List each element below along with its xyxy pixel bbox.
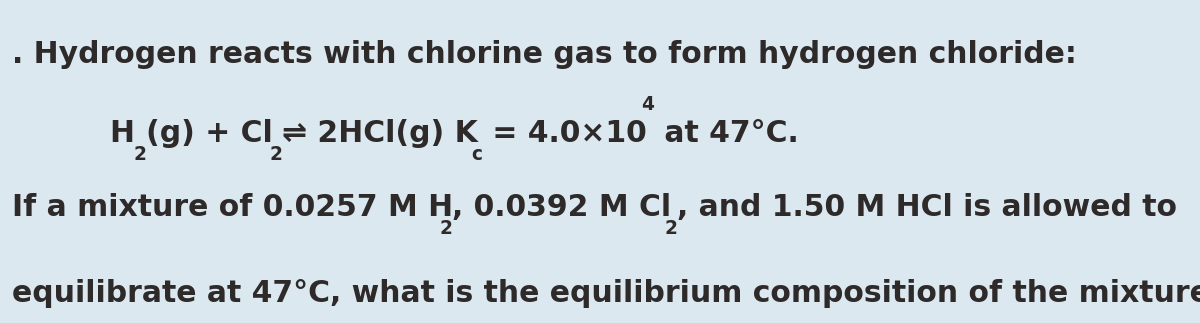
Text: c: c (472, 145, 482, 164)
Text: 2: 2 (665, 219, 677, 237)
Text: . Hydrogen reacts with chlorine gas to form hydrogen chloride:: . Hydrogen reacts with chlorine gas to f… (12, 40, 1078, 69)
Text: ⇌ 2HCl(g) K: ⇌ 2HCl(g) K (282, 119, 478, 148)
Text: If a mixture of 0.0257 M H: If a mixture of 0.0257 M H (12, 193, 454, 222)
Text: 2: 2 (439, 219, 452, 237)
Text: (g) + Cl: (g) + Cl (146, 119, 274, 148)
Text: at 47°C.: at 47°C. (654, 119, 798, 148)
Text: 2: 2 (134, 145, 146, 164)
Text: 2: 2 (269, 145, 282, 164)
Text: H: H (109, 119, 134, 148)
Text: , 0.0392 M Cl: , 0.0392 M Cl (452, 193, 671, 222)
Text: = 4.0×10: = 4.0×10 (481, 119, 647, 148)
Text: , and 1.50 M HCl is allowed to: , and 1.50 M HCl is allowed to (677, 193, 1177, 222)
Text: equilibrate at 47°C, what is the equilibrium composition of the mixture?: equilibrate at 47°C, what is the equilib… (12, 279, 1200, 308)
Text: 4: 4 (641, 95, 654, 114)
